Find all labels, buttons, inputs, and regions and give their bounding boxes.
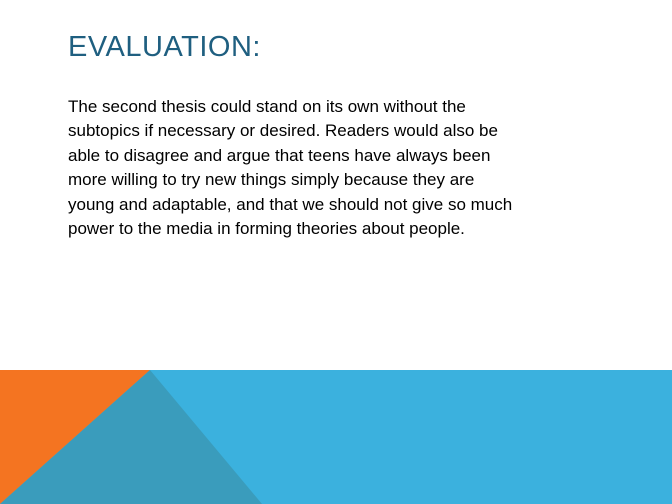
- teal-overlap-triangle: [0, 370, 262, 504]
- slide-title: EVALUATION:: [68, 31, 261, 63]
- decorative-bottom-band: [0, 370, 672, 504]
- slide-body-text: The second thesis could stand on its own…: [68, 97, 513, 239]
